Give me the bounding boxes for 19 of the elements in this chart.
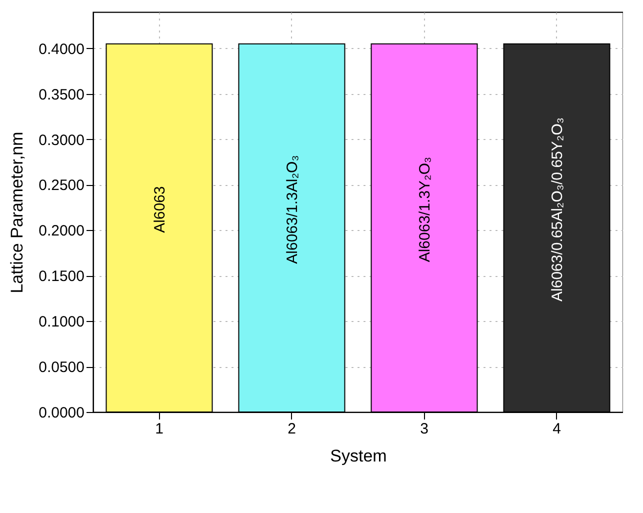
y-tick-label: 0.0000 (38, 404, 84, 422)
annotation: Al6063/1.3Y₂O₃ (416, 156, 434, 262)
x-axis-title: System (330, 446, 387, 466)
y-axis-title: Lattice Parameter,nm (8, 132, 27, 294)
y-tick-label: 0.1000 (38, 314, 84, 331)
x-tick-label: 2 (288, 420, 296, 438)
y-tick-label: 0.4000 (38, 40, 84, 58)
y-tick-label: 0.2000 (38, 222, 84, 240)
y-tick-label: 0.0500 (38, 359, 84, 376)
x-tick-label: 1 (155, 420, 164, 438)
y-tick-label: 0.3500 (38, 86, 84, 104)
annotation: Al6063/0.65Al₂O₃/0.65Y₂O₃ (548, 118, 566, 302)
x-tick-label: 3 (420, 420, 428, 438)
y-tick-label: 0.3000 (38, 132, 84, 149)
y-tick-label: 0.1500 (38, 268, 84, 286)
x-tick-label: 4 (552, 420, 561, 438)
annotation: Al6063 (151, 186, 168, 233)
annotation: Al6063/1.3Al₂O₃ (284, 155, 301, 264)
y-tick-label: 0.2500 (38, 177, 84, 194)
